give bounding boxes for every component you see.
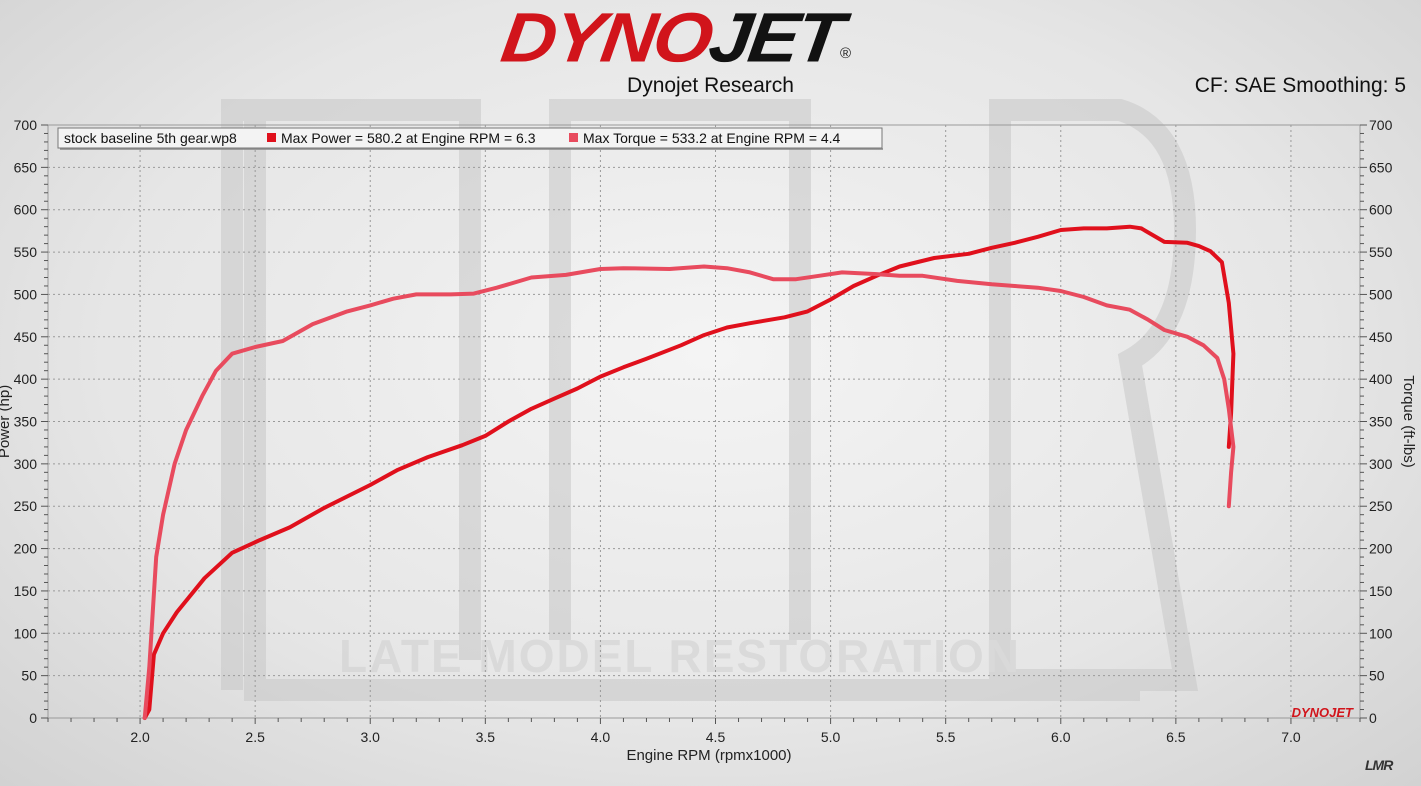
y-tick-label: 650 [14,159,38,175]
y2-tick-label: 300 [1369,456,1393,472]
legend-file-name: stock baseline 5th gear.wp8 [64,130,237,146]
legend-torque-entry: Max Torque = 533.2 at Engine RPM = 4.4 [583,130,841,146]
y2-tick-label: 500 [1369,286,1393,302]
y2-tick-label: 200 [1369,541,1393,557]
y2-tick-label: 350 [1369,414,1393,430]
x-tick-label: 3.5 [476,729,496,745]
dynojet-logo: DYNOJET ® [497,0,918,77]
y2-tick-label: 100 [1369,625,1393,641]
torque-series-line [142,264,1236,720]
watermark-text: LATE MODEL RESTORATION [339,630,1021,682]
y2-tick-label: 650 [1369,159,1393,175]
registered-mark: ® [839,45,852,62]
x-axis-label: Engine RPM (rpmx1000) [626,747,791,764]
x-tick-label: 5.5 [936,729,956,745]
y-tick-label: 700 [14,117,38,133]
y-tick-label: 150 [14,583,38,599]
legend-power-entry: Max Power = 580.2 at Engine RPM = 6.3 [281,130,536,146]
y2-tick-label: 50 [1369,668,1385,684]
chart-subtitle: Dynojet Research [627,74,794,97]
power-series-line [142,224,1236,720]
y-tick-label: 400 [14,371,38,387]
lmr-watermark: LATE MODEL RESTORATION [221,99,1199,701]
y2-tick-label: 600 [1369,202,1393,218]
y2-tick-label: 550 [1369,244,1393,260]
y2-tick-label: 700 [1369,117,1393,133]
y-tick-label: 200 [14,541,38,557]
logo-dyno-text: DYNO [496,0,716,78]
legend-power-swatch [267,133,276,142]
y2-tick-label: 400 [1369,371,1393,387]
badge-text: DYNOJET [1292,705,1354,720]
chart-series [142,224,1236,720]
y-tick-label: 300 [14,456,38,472]
x-tick-label: 7.0 [1281,729,1301,745]
y-tick-label: 450 [14,329,38,345]
y-tick-label: 550 [14,244,38,260]
legend-torque-swatch [569,133,578,142]
y-tick-label: 0 [29,710,37,726]
y2-axis-label: Torque (ft-lbs) [1400,375,1417,468]
chart-axes: 2.0 2.5 3.0 3.5 4.0 4.5 5.0 5.5 6.0 6.5 7.0 0 0 50 50 1… [0,117,1417,764]
y2-tick-label: 250 [1369,498,1393,514]
chart-legend: stock baseline 5th gear.wp8 Max Power = 5… [57,127,883,150]
y-tick-label: 600 [14,202,38,218]
y-tick-label: 350 [14,414,38,430]
logo-jet-text: JET [704,0,846,78]
y2-tick-label: 150 [1369,583,1393,599]
x-tick-label: 4.0 [591,729,611,745]
y-axis-label: Power (hp) [0,385,13,458]
lmr-corner-logo: LMR [1365,757,1393,773]
y-tick-label: 250 [14,498,38,514]
chart-grid [48,125,1360,718]
dynojet-badge: DYNOJET [1292,705,1354,720]
x-tick-label: 2.5 [245,729,265,745]
correction-factor-label: CF: SAE Smoothing: 5 [1194,74,1406,97]
x-tick-label: 2.0 [130,729,150,745]
y-tick-label: 500 [14,286,38,302]
legend-box [57,127,883,149]
x-tick-label: 3.0 [361,729,381,745]
x-tick-label: 6.5 [1166,729,1186,745]
x-tick-label: 5.0 [821,729,841,745]
y-tick-label: 100 [14,625,38,641]
y-tick-label: 50 [21,668,37,684]
x-tick-label: 6.0 [1051,729,1071,745]
x-tick-label: 4.5 [706,729,726,745]
y2-tick-label: 0 [1369,710,1377,726]
y2-tick-label: 450 [1369,329,1393,345]
